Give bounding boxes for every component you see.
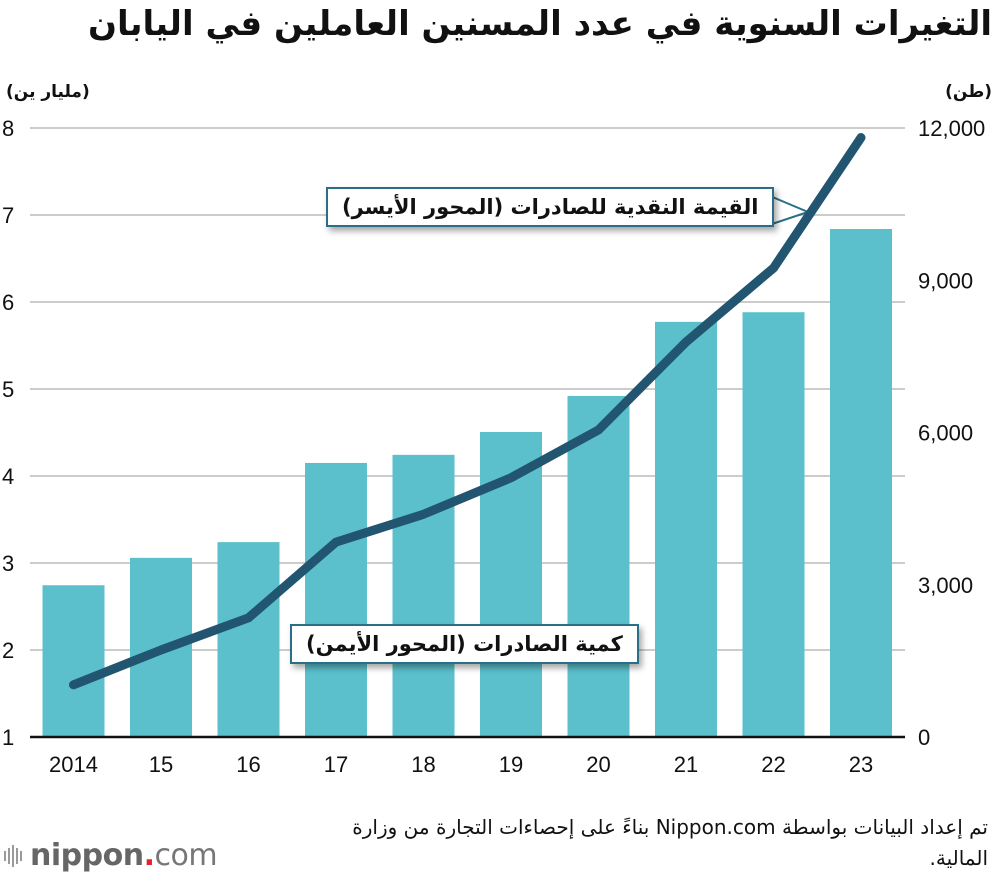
left-tick-label: 1	[2, 725, 14, 750]
left-tick-label: 8	[2, 116, 14, 141]
chart-title: التغيرات السنوية في عدد المسنين العاملين…	[87, 4, 993, 44]
left-axis-unit: (مليار ين)	[6, 82, 90, 102]
right-tick-label: 3,000	[918, 573, 973, 598]
logo-text: nippon.com	[30, 838, 218, 873]
bar-18	[392, 454, 455, 737]
bar-17	[305, 462, 367, 737]
x-tick-label: 17	[324, 752, 348, 777]
x-tick-label: 22	[761, 752, 785, 777]
soundwave-icon	[4, 844, 22, 867]
left-tick-label: 2	[2, 638, 14, 663]
nippon-logo: nippon.com	[4, 838, 218, 873]
right-tick-label: 12,000	[918, 116, 985, 141]
right-axis-ticks: 0 3,000 6,000 9,000 12,000	[918, 116, 985, 750]
callout-value-line: القيمة النقدية للصادرات (المحور الأيسر)	[326, 187, 775, 227]
x-tick-label: 20	[586, 752, 610, 777]
bar-2014	[42, 585, 105, 737]
x-tick-label: 19	[499, 752, 523, 777]
x-tick-label: 21	[674, 752, 698, 777]
bar-16	[217, 542, 280, 737]
x-tick-label: 2014	[49, 752, 98, 777]
callout-quantity-bars: كمية الصادرات (المحور الأيمن)	[290, 624, 639, 664]
bar-21	[655, 321, 717, 737]
x-tick-label: 23	[849, 752, 873, 777]
left-tick-label: 5	[2, 377, 14, 402]
right-tick-label: 0	[918, 725, 930, 750]
x-tick-label: 15	[149, 752, 173, 777]
bar-20	[567, 395, 630, 737]
bar-series	[42, 228, 892, 737]
left-tick-label: 3	[2, 551, 14, 576]
bar-23	[830, 228, 892, 737]
bar-22	[742, 312, 805, 737]
x-tick-label: 16	[236, 752, 260, 777]
right-tick-label: 6,000	[918, 421, 973, 446]
right-tick-label: 9,000	[918, 268, 973, 293]
left-tick-label: 4	[2, 464, 14, 489]
left-tick-label: 7	[2, 203, 14, 228]
x-tick-label: 18	[411, 752, 435, 777]
right-axis-unit: (طن)	[945, 82, 992, 102]
left-axis-ticks: 1 2 3 4 5 6 7 8	[2, 116, 14, 750]
x-axis-ticks: 2014 15 16 17 18 19 20 21 22 23	[49, 752, 873, 777]
source-note: تم إعداد البيانات بواسطة Nippon.com بناء…	[352, 815, 988, 870]
value-line	[69, 133, 866, 690]
left-tick-label: 6	[2, 290, 14, 315]
